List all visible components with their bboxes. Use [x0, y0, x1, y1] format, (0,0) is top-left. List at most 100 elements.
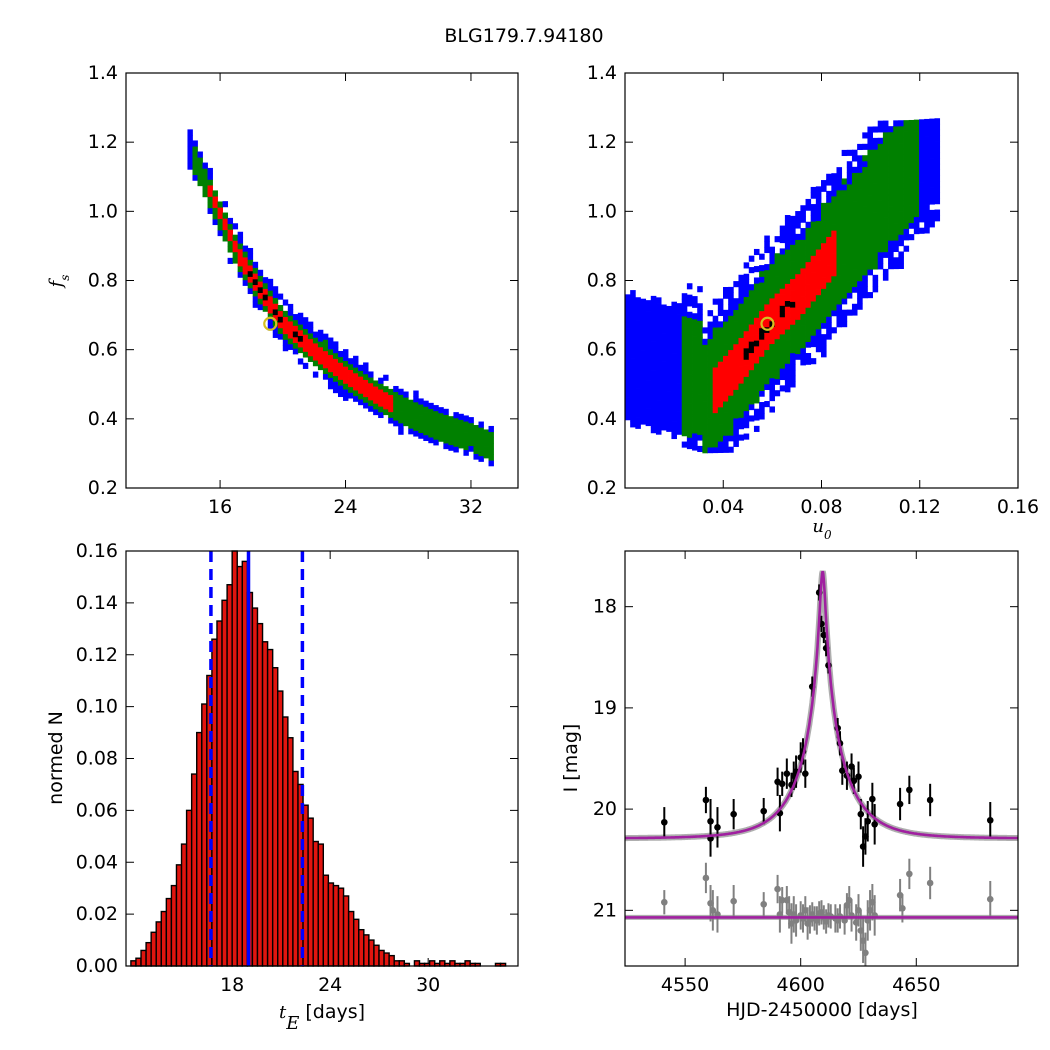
- p1-heatmap-cell: [841, 252, 848, 259]
- p1-heatmap-cell: [795, 319, 801, 326]
- p2-hist-bar: [160, 910, 168, 967]
- p1-heatmap-cell: [764, 372, 770, 379]
- p2-hist-bar: [358, 928, 365, 967]
- p0-heatmap-cell: [348, 363, 354, 370]
- p1-heatmap-cell: [743, 410, 750, 417]
- p1-heatmap-cell: [630, 358, 636, 365]
- p1-heatmap-cell: [831, 327, 837, 334]
- p1-heatmap-cell: [815, 254, 822, 261]
- p1-heatmap-cell: [728, 361, 734, 368]
- p1-heatmap-cell: [867, 240, 873, 247]
- p1-heatmap-cell: [898, 205, 904, 212]
- p1-heatmap-cell: [836, 167, 843, 174]
- p1-heatmap-cell: [759, 379, 765, 386]
- p1-heatmap-cell: [655, 303, 662, 310]
- p0-heatmap-cell: [207, 202, 213, 209]
- p1-heatmap-cell: [666, 305, 672, 313]
- p1-heatmap-cell: [743, 382, 750, 389]
- p1-heatmap-cell: [764, 361, 770, 368]
- p0-heatmap-cell: [478, 432, 484, 440]
- p1-heatmap-cell: [717, 366, 724, 374]
- p1-heatmap-cell: [655, 411, 662, 418]
- p1-best-fit-marker: [760, 316, 775, 331]
- p0-heatmap-cell: [332, 352, 339, 359]
- p0-heatmap-cell: [378, 389, 384, 396]
- p1-heatmap-cell: [759, 270, 765, 277]
- p1-heatmap-cell: [743, 262, 750, 269]
- p1-heatmap-cell: [764, 241, 770, 248]
- p1-heatmap-cell: [831, 230, 837, 237]
- p1-heatmap-cell: [831, 241, 837, 248]
- p1-heatmap-cell: [733, 360, 739, 368]
- p1-heatmap-cell: [841, 321, 848, 328]
- p1-heatmap-cell: [919, 204, 925, 211]
- p1-heatmap-cell: [743, 387, 750, 395]
- p0-heatmap-cell: [327, 371, 334, 378]
- p1-heatmap-cell: [645, 328, 652, 335]
- p1-heatmap-cell: [779, 322, 786, 329]
- p0-heatmap-cell: [262, 299, 269, 307]
- p1-heatmap-cell: [774, 258, 781, 266]
- p1-heatmap-cell: [898, 228, 904, 235]
- p1-heatmap-cell: [888, 245, 894, 253]
- p1-heatmap-cell: [753, 311, 760, 318]
- p2-hist-bar: [277, 690, 284, 967]
- p1-heatmap-cell: [862, 212, 868, 219]
- p1-heatmap-cell: [790, 364, 796, 371]
- p1-heatmap-cell: [929, 198, 935, 205]
- p1-heatmap-cell: [717, 424, 724, 431]
- p0-heatmap-cell: [443, 437, 449, 444]
- p1-heatmap-cell: [821, 288, 827, 295]
- p1-heatmap-cell: [712, 401, 719, 408]
- p1-heatmap-cell: [826, 190, 832, 197]
- p0-heatmap-cell: [232, 234, 239, 241]
- p1-heatmap-cell: [655, 297, 662, 304]
- p1-heatmap-cell: [851, 201, 858, 208]
- p0-heatmap-cell: [373, 391, 379, 398]
- p1-heatmap-cell: [769, 383, 775, 390]
- p1-heatmap-cell: [893, 143, 899, 150]
- p1-heatmap-cell: [877, 143, 884, 150]
- p1-heatmap-cell: [779, 276, 786, 284]
- p3-residual-point: [906, 870, 913, 878]
- p1-heatmap-cell: [759, 350, 765, 357]
- p0-heatmap-cell: [192, 151, 198, 158]
- p1-heatmap-cell: [686, 294, 693, 301]
- p1-heatmap-cell: [630, 381, 636, 388]
- p1-heatmap-cell: [774, 355, 781, 363]
- p1-heatmap-cell: [733, 349, 739, 356]
- p1-heatmap-cell: [671, 398, 677, 405]
- p2-ytick-label: 0.12: [76, 644, 118, 666]
- p1-heatmap-cell: [826, 208, 832, 215]
- p1-heatmap-cell: [779, 356, 786, 363]
- p1-heatmap-cell: [728, 389, 734, 396]
- p1-heatmap-cell: [774, 373, 781, 380]
- p1-heatmap-cell: [898, 143, 904, 150]
- p2-hist-bar: [439, 960, 446, 967]
- p1-heatmap-cell: [795, 256, 801, 263]
- p1-heatmap-cell: [717, 395, 724, 402]
- p1-heatmap-cell: [728, 304, 734, 311]
- p3-obs-point: [864, 817, 872, 825]
- p1-heatmap-cell: [733, 395, 739, 402]
- p1-heatmap-cell: [857, 189, 863, 196]
- p1-heatmap-cell: [857, 246, 863, 253]
- p1-heatmap-cell: [769, 298, 775, 305]
- p0-heatmap-cell: [237, 260, 244, 267]
- p0-heatmap-cell: [353, 367, 359, 374]
- p1-heatmap-cell: [661, 350, 667, 357]
- p1-heatmap-cell: [640, 327, 647, 334]
- p1-heatmap-cell: [867, 160, 873, 167]
- p1-heatmap-cell: [666, 374, 672, 381]
- p0-heatmap-cell: [478, 444, 484, 451]
- p1-heatmap-cell: [712, 407, 719, 414]
- p2-hist-bar: [130, 960, 137, 967]
- p1-heatmap-cell: [753, 368, 760, 375]
- p1-heatmap-cell: [934, 163, 941, 171]
- p1-heatmap-cell: [645, 368, 652, 375]
- p1-heatmap-cell: [743, 296, 750, 303]
- p0-heatmap-cell: [373, 403, 379, 410]
- p1-heatmap-cell: [671, 358, 677, 365]
- p0-heatmap-cell: [247, 265, 254, 272]
- p1-heatmap-cell: [738, 286, 745, 293]
